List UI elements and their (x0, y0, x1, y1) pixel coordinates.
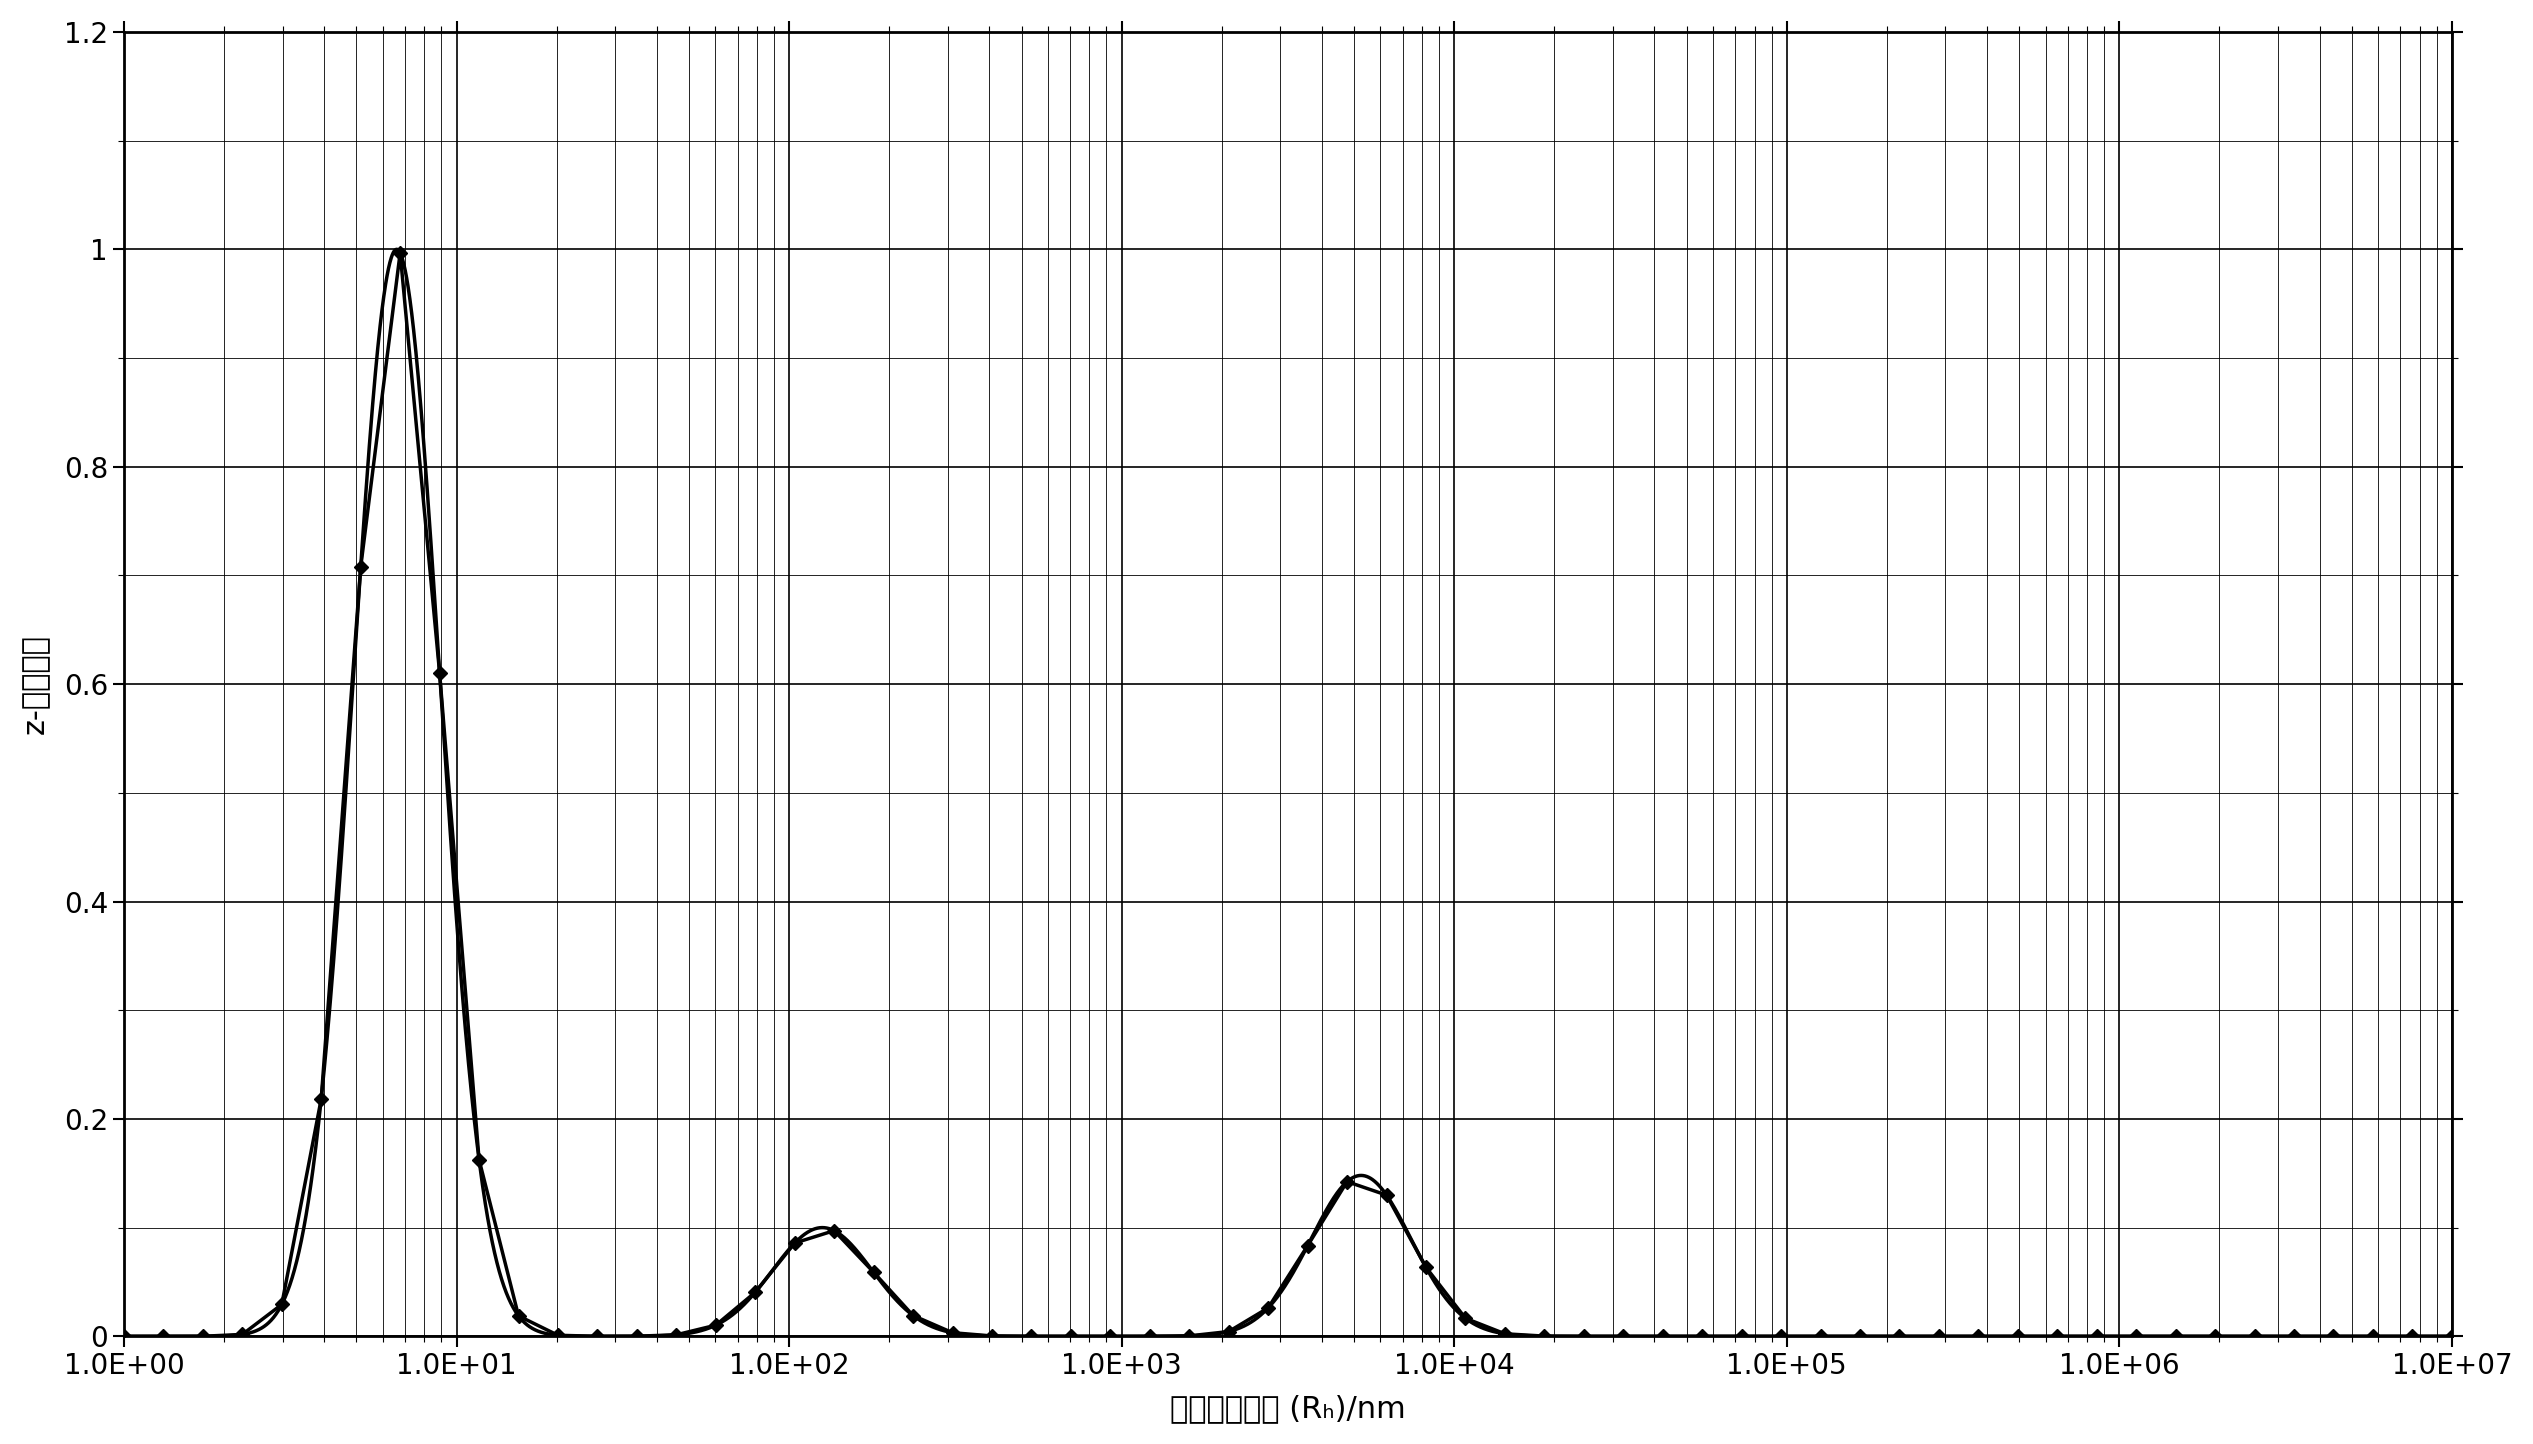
X-axis label: 流体力学半径 (Rₕ)/nm: 流体力学半径 (Rₕ)/nm (1170, 1393, 1406, 1424)
Y-axis label: z-平均分数: z-平均分数 (20, 634, 51, 734)
